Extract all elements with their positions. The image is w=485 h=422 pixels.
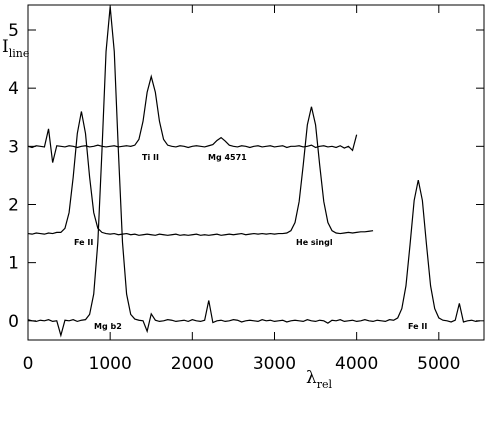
line-annotation: He singl	[296, 238, 333, 247]
y-tick-label: 0	[8, 312, 19, 332]
line-annotation: Ti II	[142, 153, 159, 162]
x-axis-title-main: λ	[306, 368, 317, 388]
y-axis-title-sub: line	[9, 47, 30, 60]
line-annotation: Mg b2	[94, 322, 122, 331]
y-axis-title-main: I	[2, 37, 9, 57]
x-tick-label: 1000	[89, 354, 132, 374]
y-tick-label: 3	[8, 137, 19, 157]
x-tick-label: 0	[23, 354, 34, 374]
y-axis-title: Iline	[2, 37, 29, 60]
x-tick-label: 2000	[171, 354, 214, 374]
x-tick-label: 3000	[253, 354, 296, 374]
x-tick-label: 4000	[335, 354, 378, 374]
y-tick-label: 2	[8, 195, 19, 215]
plot-frame	[27, 4, 485, 341]
y-tick-label: 4	[8, 79, 19, 99]
spectrum-line	[27, 74, 358, 163]
line-annotation: Mg 4571	[208, 153, 247, 162]
spectrum-line	[27, 106, 374, 236]
y-tick-label: 5	[8, 21, 19, 41]
x-tick-label: 5000	[417, 354, 460, 374]
line-annotation: Fe II	[408, 322, 427, 331]
y-tick-label: 1	[8, 254, 19, 274]
spectrum-line	[27, 6, 480, 338]
line-annotation: Fe II	[74, 238, 93, 247]
x-axis-title: λrel	[306, 368, 333, 391]
x-axis-title-sub: rel	[317, 378, 333, 391]
